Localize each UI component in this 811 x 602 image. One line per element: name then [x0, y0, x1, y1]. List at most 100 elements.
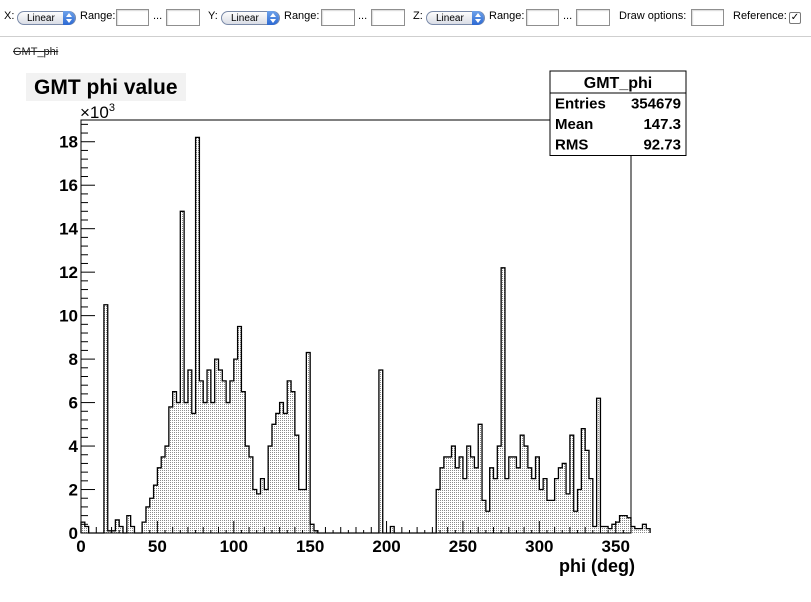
- y-tick-label: 12: [59, 263, 78, 282]
- histogram-link[interactable]: GMT_phi: [13, 46, 59, 58]
- stats-label: Entries: [555, 96, 606, 113]
- histogram-bar: [111, 530, 116, 533]
- histogram-bar: [623, 515, 628, 533]
- histogram-bar: [107, 530, 112, 533]
- x-range-min-input[interactable]: [116, 9, 149, 26]
- histogram-bar: [207, 369, 211, 533]
- draw-options-input[interactable]: [691, 9, 724, 26]
- histogram-bar: [283, 413, 288, 533]
- histogram-bar: [252, 489, 257, 533]
- y-range-min-input[interactable]: [321, 9, 355, 26]
- histogram-bar: [504, 478, 509, 533]
- x-range-label: Range:: [80, 10, 116, 22]
- histogram-bar: [482, 500, 486, 533]
- histogram-bar: [516, 467, 521, 533]
- stats-label: Mean: [555, 116, 593, 133]
- histogram-bars: [81, 137, 651, 534]
- stats-box-title: GMT_phi: [584, 75, 652, 92]
- histogram-bar: [501, 267, 505, 533]
- histogram-bar: [157, 467, 162, 533]
- histogram-bar: [260, 478, 265, 533]
- x-axis-label: X:: [4, 10, 15, 22]
- y-range-separator: ...: [358, 10, 368, 22]
- histogram-bar: [195, 137, 200, 534]
- x-scale-select[interactable]: Linear: [17, 11, 76, 25]
- histogram-bar: [168, 406, 173, 533]
- histogram-bar: [187, 369, 192, 533]
- y-tick-label: 10: [59, 307, 78, 326]
- y-exponent-power: 3: [109, 102, 115, 114]
- histogram-bar: [119, 526, 124, 533]
- histogram-bar: [558, 467, 563, 533]
- histogram-bar: [378, 369, 383, 533]
- histogram-bar: [646, 528, 651, 533]
- histogram-bar: [459, 456, 463, 533]
- y-axis-exponent: ×103: [80, 102, 115, 122]
- histogram-bar: [310, 524, 314, 533]
- histogram-bar: [249, 456, 253, 533]
- stats-value: 354679: [631, 96, 681, 113]
- y-scale-select[interactable]: Linear: [221, 11, 280, 25]
- histogram-bar: [84, 526, 89, 533]
- histogram-bar: [184, 402, 188, 533]
- histogram-bar: [531, 478, 536, 533]
- stats-value: 92.73: [643, 137, 681, 154]
- histogram-bar: [478, 424, 483, 533]
- histogram-bar: [390, 526, 395, 533]
- y-tick-label: 18: [59, 133, 78, 152]
- histogram-bar: [627, 517, 631, 533]
- reference-checkbox[interactable]: ✓: [789, 12, 801, 24]
- histogram-bar: [149, 498, 154, 533]
- histogram-bar: [210, 402, 215, 533]
- histogram-bar: [313, 530, 318, 533]
- y-range-max-input[interactable]: [371, 9, 405, 26]
- histogram-bar: [275, 413, 280, 533]
- histogram-bar: [619, 515, 624, 533]
- histogram-bar: [161, 456, 166, 533]
- histogram-bar: [474, 467, 479, 533]
- histogram-bar: [611, 524, 616, 533]
- y-tick-label: 2: [69, 481, 78, 500]
- x-tick-label: 100: [220, 537, 248, 556]
- histogram-bar: [546, 500, 551, 533]
- histogram-bar: [600, 526, 605, 533]
- y-scale-arrows-icon: [267, 11, 279, 25]
- draw-options-label: Draw options:: [619, 10, 687, 22]
- y-tick-label: 14: [59, 220, 78, 239]
- z-scale-select[interactable]: Linear: [426, 11, 485, 25]
- histogram-bar: [294, 435, 299, 533]
- z-range-min-input[interactable]: [526, 9, 559, 26]
- stats-label: RMS: [555, 137, 588, 154]
- histogram-bar: [222, 380, 227, 533]
- y-tick-label: 4: [69, 437, 79, 456]
- histogram-bar: [554, 478, 559, 533]
- histogram-bar: [470, 456, 475, 533]
- z-range-max-input[interactable]: [576, 9, 610, 26]
- histogram-bar: [462, 478, 467, 533]
- y-axis: 0 2 4 6 8 10 12 14 16 18: [59, 123, 95, 543]
- histogram-bar: [493, 478, 498, 533]
- histogram-bar: [440, 467, 444, 533]
- histogram-bar: [103, 304, 108, 533]
- histogram-bar: [145, 506, 150, 533]
- z-axis-label: Z:: [413, 10, 423, 22]
- histogram-bar: [172, 391, 177, 533]
- histogram-bar: [279, 402, 284, 533]
- histogram-bar: [302, 489, 307, 533]
- x-range-max-input[interactable]: [166, 9, 200, 26]
- histogram-bar: [229, 380, 234, 533]
- stats-box: GMT_phi Entries 354679 Mean 147.3 RMS 92.73: [549, 70, 687, 156]
- x-tick-label: 300: [525, 537, 553, 556]
- histogram-bar: [268, 446, 272, 533]
- x-scale-arrows-icon: [63, 11, 75, 25]
- histogram-bar: [577, 489, 582, 533]
- histogram-bar: [638, 528, 643, 533]
- histogram-bar: [271, 424, 276, 533]
- histogram-bar: [142, 522, 146, 533]
- histogram-bar: [550, 500, 555, 533]
- x-scale-value: Linear: [27, 13, 55, 24]
- histogram-bar: [569, 435, 574, 533]
- chart-title: GMT phi value: [34, 76, 178, 99]
- histogram-bar: [543, 478, 547, 533]
- histogram-bar: [527, 467, 532, 533]
